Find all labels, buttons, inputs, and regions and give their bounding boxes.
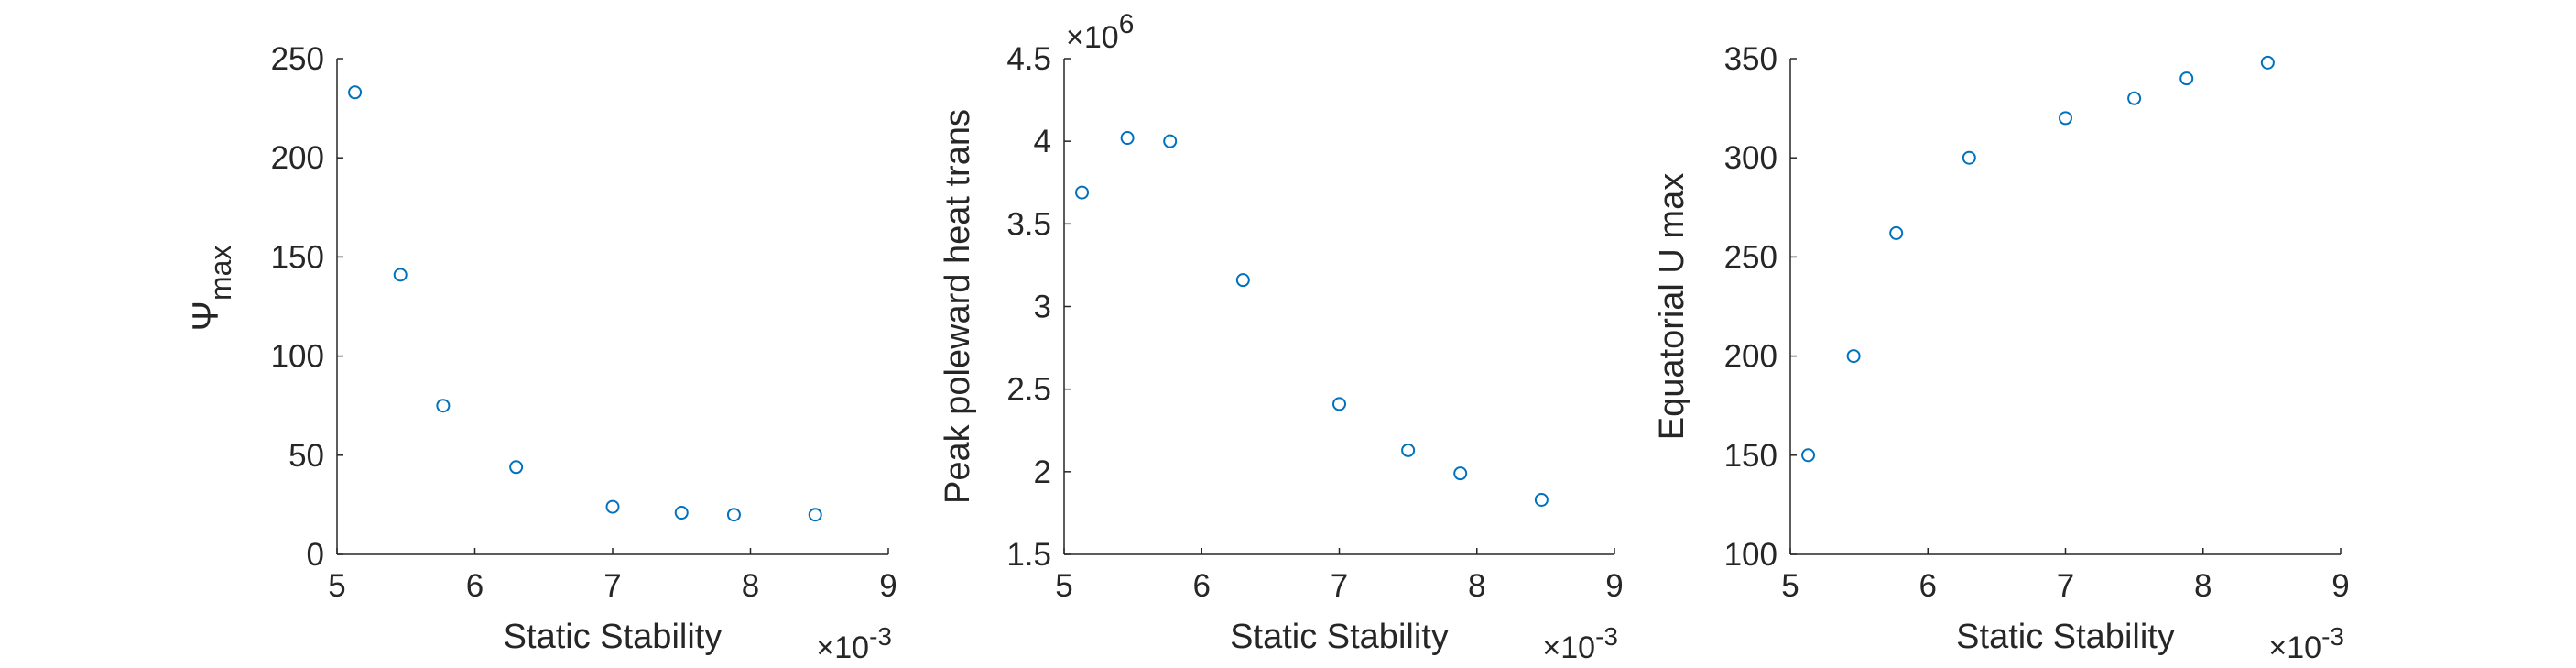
- data-point: [1962, 150, 1976, 165]
- data-point: [605, 499, 620, 514]
- x-tick-label: 8: [742, 568, 759, 604]
- x-multiplier: ×10-3: [1542, 622, 1618, 665]
- y-tick-label: 300: [1724, 140, 1777, 176]
- y-tick-label: 1.5: [1006, 537, 1051, 573]
- data-point: [2059, 111, 2072, 126]
- data-point: [393, 268, 408, 282]
- data-point: [1235, 273, 1250, 288]
- x-axis-label: Static Stability: [1956, 618, 2175, 656]
- x-tick-label: 7: [1331, 568, 1348, 604]
- data-point: [1332, 397, 1346, 411]
- data-point: [674, 506, 689, 520]
- y-multiplier: ×106: [1066, 9, 1134, 55]
- y-tick-label: 250: [1724, 239, 1777, 275]
- chart-panel-3: 5 6 7 8 9 100 150 200 250 300 350 Static Stability ×…: [1653, 41, 2350, 665]
- x-tick-label: 6: [466, 568, 484, 604]
- x-tick-label: 9: [2331, 568, 2349, 604]
- data-point: [1801, 448, 1816, 463]
- x-tick-label: 9: [1605, 568, 1623, 604]
- y-tick-label: 200: [271, 140, 324, 176]
- x-multiplier: ×10-3: [816, 622, 892, 665]
- y-tick-label: 350: [1724, 41, 1777, 77]
- x-tick-label: 5: [1781, 568, 1799, 604]
- y-tick-label: 100: [271, 339, 324, 375]
- data-point: [2127, 91, 2142, 105]
- data-point: [348, 85, 363, 100]
- data-point: [1401, 443, 1416, 457]
- data-point: [509, 460, 524, 475]
- data-point: [808, 508, 822, 522]
- data-point: [2179, 71, 2194, 86]
- y-tick-label: 200: [1724, 339, 1777, 375]
- data-point: [726, 508, 741, 522]
- y-tick-label: 50: [288, 438, 324, 474]
- x-tick-label: 6: [1193, 568, 1211, 604]
- y-tick-label: 4.5: [1006, 41, 1051, 77]
- x-tick-label: 7: [2057, 568, 2074, 604]
- y-axis-label: Ψmax: [186, 246, 237, 332]
- data-point: [1889, 225, 1904, 240]
- chart-panel-1: 5 6 7 8 9 0 50 100 150 200 250 Static Stability ×10-…: [186, 41, 897, 665]
- y-tick-label: 250: [271, 41, 324, 77]
- data-point: [1846, 349, 1861, 364]
- data-point: [436, 399, 451, 413]
- y-tick-label: 150: [271, 239, 324, 275]
- y-tick-label: 2: [1034, 454, 1051, 490]
- y-axis-label: Equatorial U max: [1653, 173, 1691, 440]
- chart-panel-2: 5 6 7 8 9 1.5 2 2.5 3 3.5 4 4.5 Static Stability ×10-…: [939, 9, 1624, 665]
- x-tick-label: 9: [879, 568, 897, 604]
- y-tick-label: 2.5: [1006, 372, 1051, 408]
- y-tick-label: 100: [1724, 537, 1777, 573]
- data-point: [2260, 55, 2275, 70]
- data-point: [1453, 466, 1468, 481]
- x-axis-label: Static Stability: [504, 618, 723, 656]
- data-point: [1163, 134, 1178, 148]
- y-axis-label: Peak poleward heat trans: [939, 109, 977, 504]
- data-point: [1075, 185, 1090, 200]
- x-tick-label: 6: [1919, 568, 1937, 604]
- y-tick-label: 4: [1034, 124, 1051, 159]
- y-tick-label: 3: [1034, 290, 1051, 325]
- x-multiplier: ×10-3: [2268, 622, 2344, 665]
- x-tick-label: 7: [603, 568, 621, 604]
- y-tick-label: 150: [1724, 438, 1777, 474]
- data-point: [1120, 131, 1135, 146]
- y-tick-label: 3.5: [1006, 206, 1051, 242]
- x-tick-label: 5: [328, 568, 345, 604]
- x-tick-label: 8: [1468, 568, 1485, 604]
- x-tick-label: 8: [2194, 568, 2212, 604]
- x-tick-label: 5: [1055, 568, 1072, 604]
- x-axis-label: Static Stability: [1230, 618, 1449, 656]
- y-tick-label: 0: [307, 537, 324, 573]
- data-point: [1534, 492, 1549, 507]
